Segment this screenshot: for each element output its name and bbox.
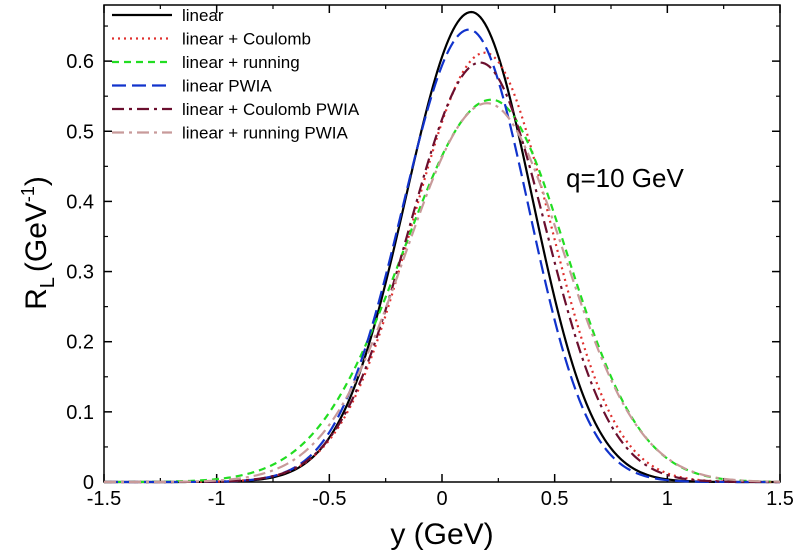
x-tick-label: -0.5 [312, 488, 346, 510]
x-tick-label: 0 [436, 488, 447, 510]
series-lines [103, 10, 781, 484]
legend-label: linear PWIA [182, 77, 272, 96]
x-tick-label: -1.5 [87, 488, 121, 510]
q-annotation: q=10 GeV [566, 163, 684, 193]
series-line-6 [104, 102, 781, 484]
series-line-5 [104, 61, 780, 484]
legend: linear linear + Coulomb linear + running li… [112, 6, 360, 143]
y-tick-label: 0.6 [66, 51, 94, 73]
y-tick-label: 0.2 [66, 332, 94, 354]
y-axis-title-sub: L [37, 277, 59, 288]
y-tick-label: 0.5 [66, 121, 94, 143]
y-axis-title-main: R [20, 288, 53, 310]
y-tick-label: 0.4 [66, 191, 94, 213]
x-axis-title: y (GeV) [390, 518, 493, 551]
series-line-4 [104, 28, 780, 484]
y-tick-label: 0 [83, 472, 94, 494]
legend-label: linear + Coulomb [182, 30, 311, 49]
x-tick-label: 1.5 [766, 488, 794, 510]
x-tick-label: -1 [208, 488, 226, 510]
legend-label: linear + running [182, 53, 300, 72]
legend-label: linear [182, 6, 224, 25]
x-tick-label: 1 [662, 488, 673, 510]
x-tick-label: 0.5 [541, 488, 569, 510]
y-axis-title-sup: -1 [18, 186, 38, 202]
legend-label: linear + Coulomb PWIA [182, 100, 360, 119]
y-tick-label: 0.1 [66, 402, 94, 424]
legend-label: linear + running PWIA [182, 124, 348, 143]
y-axis-title-close: ) [20, 176, 53, 186]
x-axis-ticks: -1.5 -1 -0.5 0 0.5 1 1.5 [87, 5, 794, 510]
y-axis-title: RL (GeV-1) [18, 176, 59, 310]
y-axis-title-unit: (GeV [20, 202, 53, 272]
y-axis-ticks: 0 0.1 0.2 0.3 0.4 0.5 0.6 [66, 25, 780, 494]
y-tick-label: 0.3 [66, 262, 94, 284]
